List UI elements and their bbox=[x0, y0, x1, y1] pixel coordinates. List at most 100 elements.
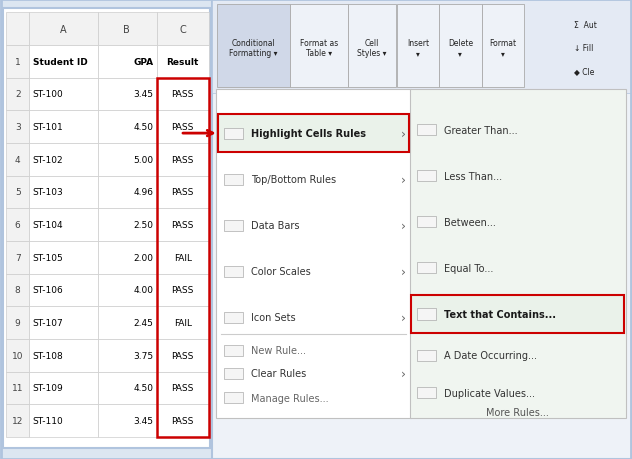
Text: ›: › bbox=[401, 367, 406, 380]
FancyBboxPatch shape bbox=[6, 307, 29, 339]
Text: Icon Sets: Icon Sets bbox=[251, 313, 296, 323]
Text: ›: › bbox=[401, 127, 406, 140]
Text: ST-109: ST-109 bbox=[33, 384, 64, 392]
Text: ST-100: ST-100 bbox=[33, 90, 64, 99]
Text: 3.45: 3.45 bbox=[133, 416, 154, 425]
Text: FAIL: FAIL bbox=[174, 319, 191, 327]
Text: GPA: GPA bbox=[133, 58, 154, 67]
FancyBboxPatch shape bbox=[98, 307, 157, 339]
Text: ›: › bbox=[401, 311, 406, 324]
FancyBboxPatch shape bbox=[29, 13, 98, 46]
FancyBboxPatch shape bbox=[6, 78, 29, 111]
FancyBboxPatch shape bbox=[224, 174, 243, 185]
FancyBboxPatch shape bbox=[98, 176, 157, 209]
Text: 2.50: 2.50 bbox=[133, 221, 154, 230]
FancyBboxPatch shape bbox=[98, 13, 157, 46]
FancyBboxPatch shape bbox=[417, 125, 436, 136]
FancyBboxPatch shape bbox=[98, 339, 157, 372]
FancyBboxPatch shape bbox=[417, 387, 436, 398]
FancyBboxPatch shape bbox=[6, 46, 29, 78]
Text: 12: 12 bbox=[12, 416, 23, 425]
Text: ST-110: ST-110 bbox=[33, 416, 64, 425]
FancyBboxPatch shape bbox=[29, 78, 98, 111]
Text: A Date Occurring...: A Date Occurring... bbox=[444, 350, 537, 360]
FancyBboxPatch shape bbox=[98, 46, 157, 78]
FancyBboxPatch shape bbox=[98, 241, 157, 274]
Text: 5: 5 bbox=[15, 188, 21, 197]
FancyBboxPatch shape bbox=[98, 404, 157, 437]
FancyBboxPatch shape bbox=[29, 241, 98, 274]
FancyBboxPatch shape bbox=[157, 144, 209, 176]
FancyBboxPatch shape bbox=[29, 176, 98, 209]
Text: 10: 10 bbox=[12, 351, 23, 360]
Text: ›: › bbox=[401, 265, 406, 278]
FancyBboxPatch shape bbox=[224, 368, 243, 379]
FancyBboxPatch shape bbox=[98, 144, 157, 176]
Text: Equal To...: Equal To... bbox=[444, 263, 494, 274]
Text: 7: 7 bbox=[15, 253, 21, 262]
FancyBboxPatch shape bbox=[157, 46, 209, 78]
Text: PASS: PASS bbox=[171, 188, 194, 197]
FancyBboxPatch shape bbox=[417, 171, 436, 182]
FancyBboxPatch shape bbox=[6, 209, 29, 241]
Text: PASS: PASS bbox=[171, 156, 194, 164]
Text: Top/Bottom Rules: Top/Bottom Rules bbox=[251, 175, 336, 185]
FancyBboxPatch shape bbox=[218, 115, 409, 153]
Text: 1: 1 bbox=[15, 58, 21, 67]
Text: Result: Result bbox=[166, 58, 199, 67]
FancyBboxPatch shape bbox=[348, 5, 396, 88]
FancyBboxPatch shape bbox=[29, 307, 98, 339]
FancyBboxPatch shape bbox=[157, 176, 209, 209]
FancyBboxPatch shape bbox=[6, 339, 29, 372]
Text: Conditional
Formatting ▾: Conditional Formatting ▾ bbox=[229, 39, 277, 58]
Text: 4.50: 4.50 bbox=[133, 123, 154, 132]
FancyBboxPatch shape bbox=[224, 266, 243, 277]
FancyBboxPatch shape bbox=[157, 404, 209, 437]
Text: Σ  Aut: Σ Aut bbox=[574, 21, 597, 30]
FancyBboxPatch shape bbox=[6, 144, 29, 176]
Text: ST-108: ST-108 bbox=[33, 351, 64, 360]
Text: Color Scales: Color Scales bbox=[251, 267, 311, 277]
Text: ST-101: ST-101 bbox=[33, 123, 64, 132]
Text: Cell
Styles ▾: Cell Styles ▾ bbox=[358, 39, 387, 58]
FancyBboxPatch shape bbox=[157, 307, 209, 339]
FancyBboxPatch shape bbox=[224, 345, 243, 356]
Text: ST-103: ST-103 bbox=[33, 188, 64, 197]
FancyBboxPatch shape bbox=[157, 209, 209, 241]
FancyBboxPatch shape bbox=[98, 111, 157, 144]
FancyBboxPatch shape bbox=[6, 274, 29, 307]
Text: PASS: PASS bbox=[171, 286, 194, 295]
Text: PASS: PASS bbox=[171, 90, 194, 99]
Text: 8: 8 bbox=[15, 286, 21, 295]
Text: ST-102: ST-102 bbox=[33, 156, 63, 164]
FancyBboxPatch shape bbox=[397, 5, 439, 88]
FancyBboxPatch shape bbox=[98, 209, 157, 241]
Text: ›: › bbox=[401, 173, 406, 186]
Text: PASS: PASS bbox=[171, 351, 194, 360]
FancyBboxPatch shape bbox=[224, 220, 243, 231]
Text: Duplicate Values...: Duplicate Values... bbox=[444, 388, 535, 398]
Text: ↓ Fill: ↓ Fill bbox=[574, 44, 593, 53]
FancyBboxPatch shape bbox=[157, 339, 209, 372]
Text: ST-104: ST-104 bbox=[33, 221, 63, 230]
Text: ◆ Cle: ◆ Cle bbox=[574, 67, 594, 76]
Text: Text that Contains...: Text that Contains... bbox=[444, 309, 556, 319]
Text: B: B bbox=[123, 25, 130, 34]
FancyBboxPatch shape bbox=[6, 241, 29, 274]
Text: 3.45: 3.45 bbox=[133, 90, 154, 99]
Text: 2.00: 2.00 bbox=[133, 253, 154, 262]
FancyBboxPatch shape bbox=[98, 274, 157, 307]
Text: 6: 6 bbox=[15, 221, 21, 230]
Text: ›: › bbox=[401, 219, 406, 232]
FancyBboxPatch shape bbox=[216, 90, 411, 418]
Text: Greater Than...: Greater Than... bbox=[444, 126, 518, 135]
Text: 4: 4 bbox=[15, 156, 20, 164]
FancyBboxPatch shape bbox=[157, 274, 209, 307]
FancyBboxPatch shape bbox=[417, 350, 436, 361]
FancyBboxPatch shape bbox=[98, 372, 157, 404]
Text: ST-106: ST-106 bbox=[33, 286, 64, 295]
FancyBboxPatch shape bbox=[6, 404, 29, 437]
Text: 4.96: 4.96 bbox=[133, 188, 154, 197]
FancyBboxPatch shape bbox=[157, 111, 209, 144]
FancyBboxPatch shape bbox=[224, 392, 243, 403]
